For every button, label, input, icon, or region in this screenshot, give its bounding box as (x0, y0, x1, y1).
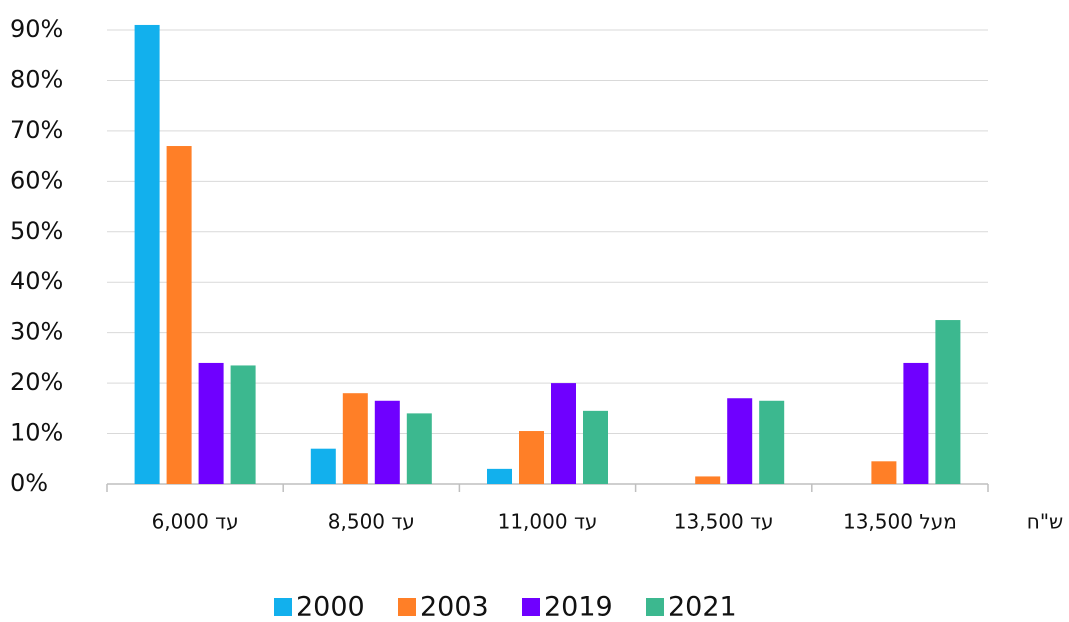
x-tick-label: עד 13,500 (674, 510, 774, 534)
bar (134, 24, 160, 484)
y-tick-label: 10% (10, 419, 63, 447)
bar (935, 320, 961, 484)
y-tick-label: 70% (10, 116, 63, 144)
legend-swatch (522, 598, 540, 616)
legend-swatch (646, 598, 664, 616)
x-tick-label: עד 6,000 (152, 510, 239, 534)
bar (727, 398, 753, 484)
bar (310, 448, 336, 484)
bar (342, 393, 368, 484)
legend-label: 2000 (296, 592, 365, 622)
bar (695, 476, 721, 484)
bar (903, 362, 929, 484)
legend-swatch (274, 598, 292, 616)
bar (759, 400, 785, 484)
x-axis-label: ש"ח (1027, 510, 1063, 534)
bar (487, 468, 512, 484)
bar (166, 146, 192, 484)
y-tick-label: 80% (10, 65, 63, 93)
bar (230, 365, 256, 484)
y-tick-label: 50% (10, 217, 63, 245)
y-tick-label: 30% (10, 318, 63, 346)
legend-label: 2019 (544, 592, 613, 622)
y-tick-label: 0% (10, 469, 48, 497)
bar (583, 410, 608, 484)
bar (198, 362, 224, 484)
y-tick-label: 90% (10, 15, 63, 43)
bar (374, 400, 400, 484)
y-tick-label: 40% (10, 267, 63, 295)
bar (871, 461, 897, 484)
legend-label: 2003 (420, 592, 489, 622)
x-tick-label: עד 11,000 (498, 510, 598, 534)
y-tick-label: 60% (10, 166, 63, 194)
y-tick-label: 20% (10, 368, 63, 396)
legend-swatch (398, 598, 416, 616)
bar (551, 383, 576, 484)
x-tick-label: מעל 13,500 (843, 510, 957, 534)
legend-label: 2021 (668, 592, 737, 622)
x-tick-label: עד 8,500 (328, 510, 415, 534)
bar (519, 431, 544, 484)
bar (406, 413, 432, 484)
